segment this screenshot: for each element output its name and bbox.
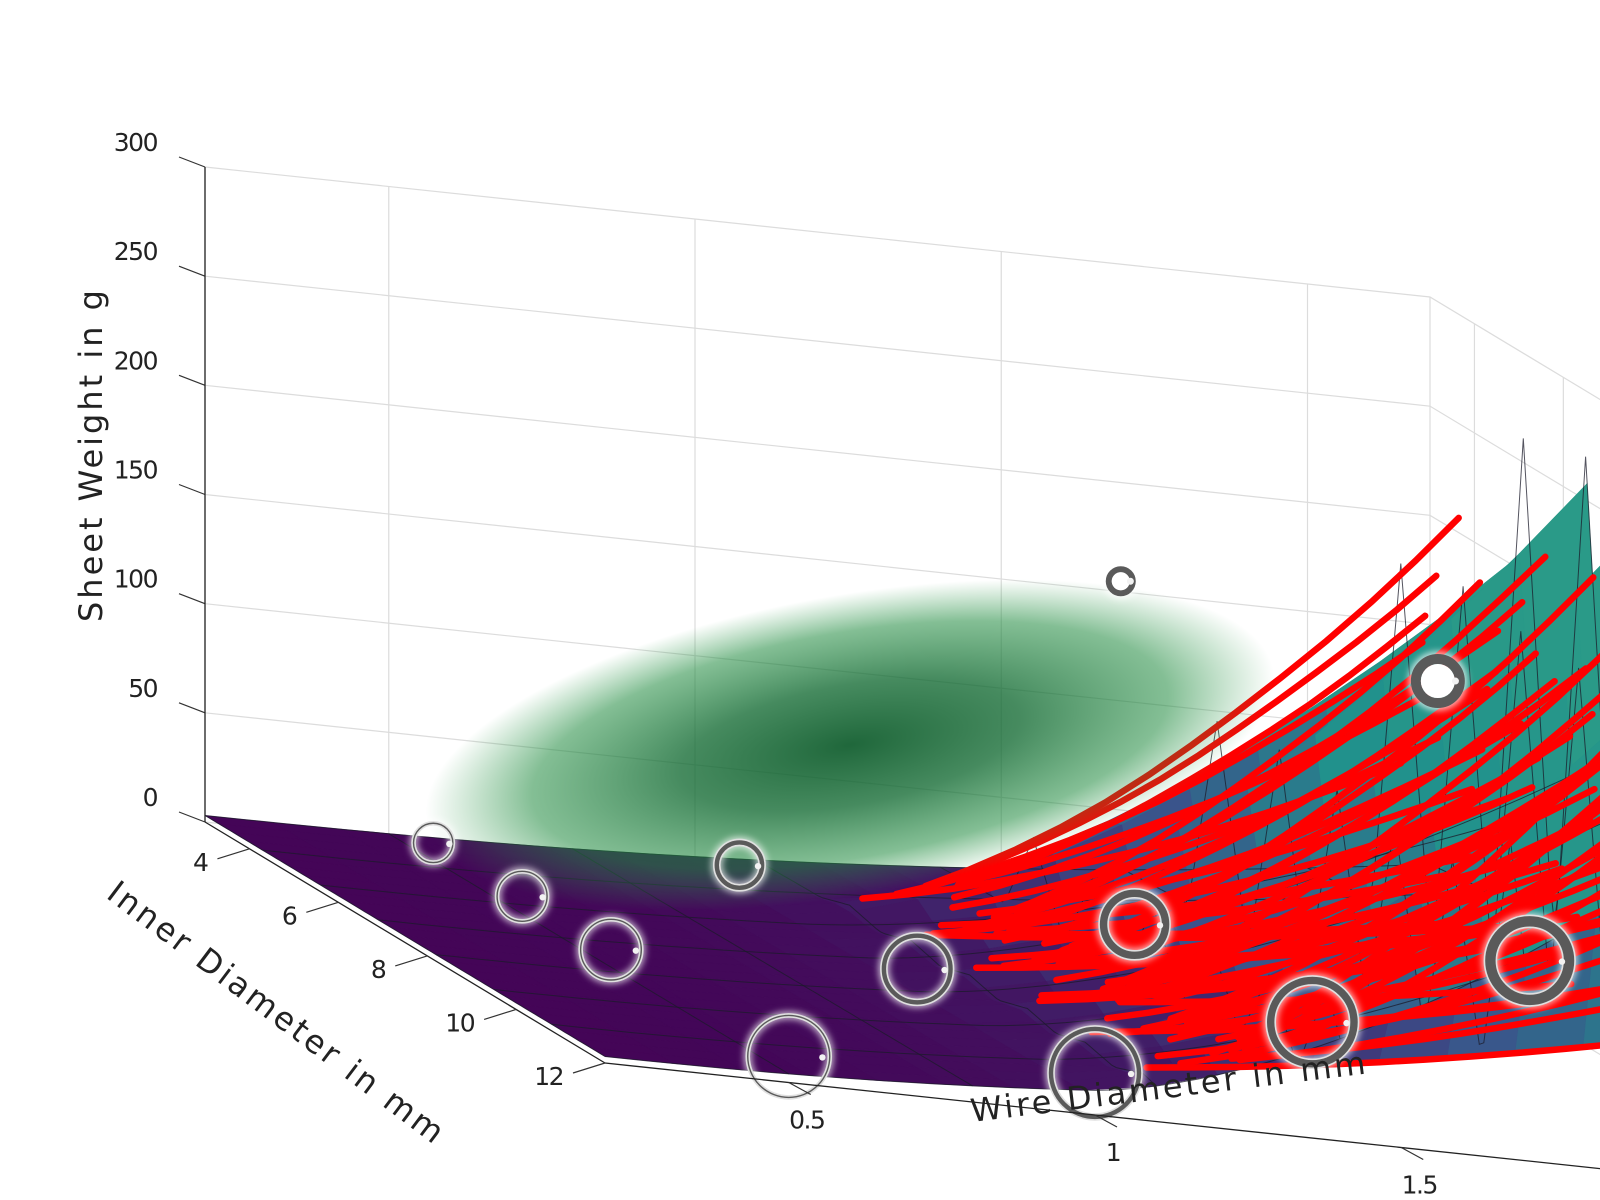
x-tick-label: 0.5 [789, 1106, 824, 1135]
z-tickmark [178, 483, 206, 496]
x-tickmark [1400, 1146, 1424, 1161]
z-tick-label: 250 [114, 237, 158, 266]
y-tickmark [483, 1008, 517, 1021]
mesh-line [204, 815, 606, 1057]
z-tickmark [178, 811, 206, 823]
z-tick-label: 0 [143, 783, 158, 812]
x-tickmark [788, 1081, 812, 1096]
y-tick-label: 4 [193, 848, 208, 877]
hatch-stroke [1150, 815, 1600, 1005]
z-tickmark [178, 374, 206, 386]
z-tick-label: 100 [114, 565, 158, 594]
grid-line [204, 166, 1600, 401]
z-tickmark [178, 156, 206, 168]
z-tickmark [178, 702, 206, 714]
ring-marker [711, 836, 768, 894]
hatch-stroke [1008, 553, 1549, 922]
ring-marker [1263, 973, 1362, 1071]
z-tick-label: 50 [128, 674, 157, 703]
ring-marker [1103, 563, 1139, 599]
y-tickmark [395, 955, 428, 967]
z-tick-label: 150 [114, 456, 158, 485]
y-tickmark [572, 1062, 606, 1074]
y-axis-line [204, 821, 606, 1064]
hatch-stroke [1126, 692, 1600, 990]
ring-marker [409, 819, 457, 867]
mesh-line [388, 833, 790, 1075]
x-tickmark [1094, 1114, 1118, 1128]
hatch-stroke [1018, 668, 1500, 930]
ring-marker [576, 915, 646, 984]
hatch-stroke [1143, 1042, 1600, 1071]
hatch-stroke [1070, 815, 1594, 1001]
z-tick-label: 200 [114, 346, 158, 375]
ring-marker [1481, 912, 1578, 1009]
ring-marker [493, 867, 552, 926]
hatch-stroke [1234, 750, 1600, 1041]
z-tickmark [178, 593, 206, 605]
hatch-stroke [1228, 797, 1600, 1054]
hatch-stroke [1167, 857, 1600, 1043]
hatch-stroke [1122, 652, 1600, 983]
hatch-stroke [1058, 574, 1597, 954]
mesh-line [604, 911, 1600, 1091]
ring-marker [878, 930, 957, 1008]
y-tick-label: 12 [534, 1062, 563, 1091]
x-tick-label: 1 [1106, 1138, 1120, 1167]
y-tickmark [217, 848, 250, 860]
z-tick-label: 300 [114, 128, 158, 157]
z-axis-title: Sheet Weight in g [72, 287, 110, 622]
hatch-stroke [990, 579, 1484, 921]
hatch-stroke [1062, 677, 1558, 963]
hatch-stroke [1236, 990, 1600, 1064]
hatch-stroke [1114, 755, 1600, 1004]
ring-marker [1096, 886, 1173, 963]
highlight-region [425, 579, 1275, 911]
x-tick-label: 1.5 [1402, 1171, 1437, 1200]
ring-marker [1408, 651, 1468, 711]
ring-marker [1045, 1023, 1145, 1123]
y-tickmark [306, 901, 339, 913]
y-tick-label: 8 [371, 955, 386, 984]
y-tick-label: 6 [282, 901, 297, 930]
y-tick-label: 10 [445, 1008, 474, 1037]
ring-markers [409, 563, 1578, 1123]
z-tickmark [178, 265, 206, 277]
ring-marker [743, 1011, 834, 1102]
x-axis-line [604, 1062, 1600, 1170]
hatch-stroke [949, 734, 1442, 911]
